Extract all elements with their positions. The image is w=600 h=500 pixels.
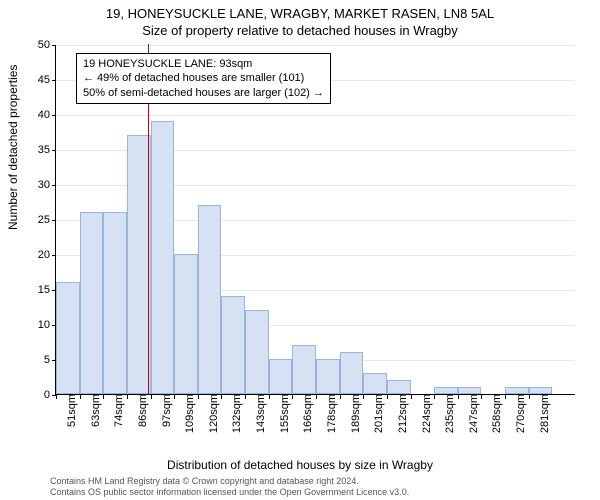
xtick-mark (411, 395, 412, 399)
histogram-bar (56, 282, 80, 394)
address-title: 19, HONEYSUCKLE LANE, WRAGBY, MARKET RAS… (0, 6, 600, 21)
xtick-label: 143sqm (249, 394, 267, 433)
chart-title: Size of property relative to detached ho… (0, 23, 600, 38)
xtick-mark (269, 395, 270, 399)
xtick-mark (481, 395, 482, 399)
xtick-label: 109sqm (178, 394, 196, 433)
xtick-label: 132sqm (225, 394, 243, 433)
ytick-label: 10 (38, 319, 56, 331)
xtick-mark (174, 395, 175, 399)
gridline (56, 115, 575, 116)
xtick-label: 201sqm (367, 394, 385, 433)
histogram-bar (458, 387, 482, 394)
x-axis-label: Distribution of detached houses by size … (0, 458, 600, 472)
xtick-label: 270sqm (509, 394, 527, 433)
y-axis-label: Number of detached properties (6, 65, 20, 230)
ytick-label: 25 (38, 214, 56, 226)
gridline (56, 45, 575, 46)
xtick-mark (56, 395, 57, 399)
histogram-bar (292, 345, 316, 394)
ytick-label: 5 (44, 354, 56, 366)
histogram-bar (221, 296, 245, 394)
ytick-label: 50 (38, 39, 56, 51)
xtick-label: 166sqm (296, 394, 314, 433)
xtick-label: 247sqm (462, 394, 480, 433)
xtick-label: 97sqm (155, 394, 173, 427)
xtick-mark (458, 395, 459, 399)
annotation-box: 19 HONEYSUCKLE LANE: 93sqm ← 49% of deta… (76, 53, 331, 104)
annotation-line2: ← 49% of detached houses are smaller (10… (83, 71, 324, 85)
xtick-mark (151, 395, 152, 399)
histogram-bar (103, 212, 127, 394)
ytick-label: 15 (38, 284, 56, 296)
histogram-bar (80, 212, 104, 394)
xtick-mark (80, 395, 81, 399)
plot-area: 0510152025303540455051sqm63sqm74sqm86sqm… (55, 45, 575, 395)
histogram-bar (529, 387, 553, 394)
histogram-bar (387, 380, 411, 394)
histogram-bar (340, 352, 364, 394)
xtick-mark (127, 395, 128, 399)
ytick-label: 45 (38, 74, 56, 86)
xtick-mark (316, 395, 317, 399)
xtick-mark (387, 395, 388, 399)
ytick-label: 20 (38, 249, 56, 261)
histogram-bar (151, 121, 175, 394)
ytick-label: 0 (44, 389, 56, 401)
xtick-mark (363, 395, 364, 399)
xtick-label: 178sqm (320, 394, 338, 433)
xtick-label: 120sqm (202, 394, 220, 433)
xtick-mark (434, 395, 435, 399)
annotation-line1: 19 HONEYSUCKLE LANE: 93sqm (83, 57, 324, 71)
histogram-bar (174, 254, 198, 394)
footer-attribution: Contains HM Land Registry data © Crown c… (50, 476, 409, 498)
xtick-mark (292, 395, 293, 399)
xtick-mark (505, 395, 506, 399)
xtick-label: 63sqm (84, 394, 102, 427)
chart-container: 19, HONEYSUCKLE LANE, WRAGBY, MARKET RAS… (0, 0, 600, 500)
xtick-label: 51sqm (60, 394, 78, 427)
annotation-line3: 50% of semi-detached houses are larger (… (83, 86, 324, 100)
histogram-bar (269, 359, 293, 394)
xtick-label: 235sqm (438, 394, 456, 433)
ytick-label: 35 (38, 144, 56, 156)
xtick-mark (221, 395, 222, 399)
histogram-bar (316, 359, 340, 394)
xtick-label: 258sqm (485, 394, 503, 433)
xtick-label: 74sqm (107, 394, 125, 427)
footer-line1: Contains HM Land Registry data © Crown c… (50, 476, 409, 487)
xtick-label: 224sqm (415, 394, 433, 433)
histogram-bar (505, 387, 529, 394)
ytick-label: 30 (38, 179, 56, 191)
ytick-label: 40 (38, 109, 56, 121)
xtick-label: 155sqm (273, 394, 291, 433)
xtick-label: 189sqm (344, 394, 362, 433)
histogram-bar (198, 205, 222, 394)
xtick-label: 86sqm (131, 394, 149, 427)
xtick-mark (340, 395, 341, 399)
histogram-bar (434, 387, 458, 394)
xtick-mark (103, 395, 104, 399)
xtick-label: 281sqm (533, 394, 551, 433)
histogram-bar (245, 310, 269, 394)
xtick-mark (245, 395, 246, 399)
histogram-bar (363, 373, 387, 394)
xtick-label: 212sqm (391, 394, 409, 433)
footer-line2: Contains OS public sector information li… (50, 487, 409, 498)
xtick-mark (529, 395, 530, 399)
xtick-mark (198, 395, 199, 399)
